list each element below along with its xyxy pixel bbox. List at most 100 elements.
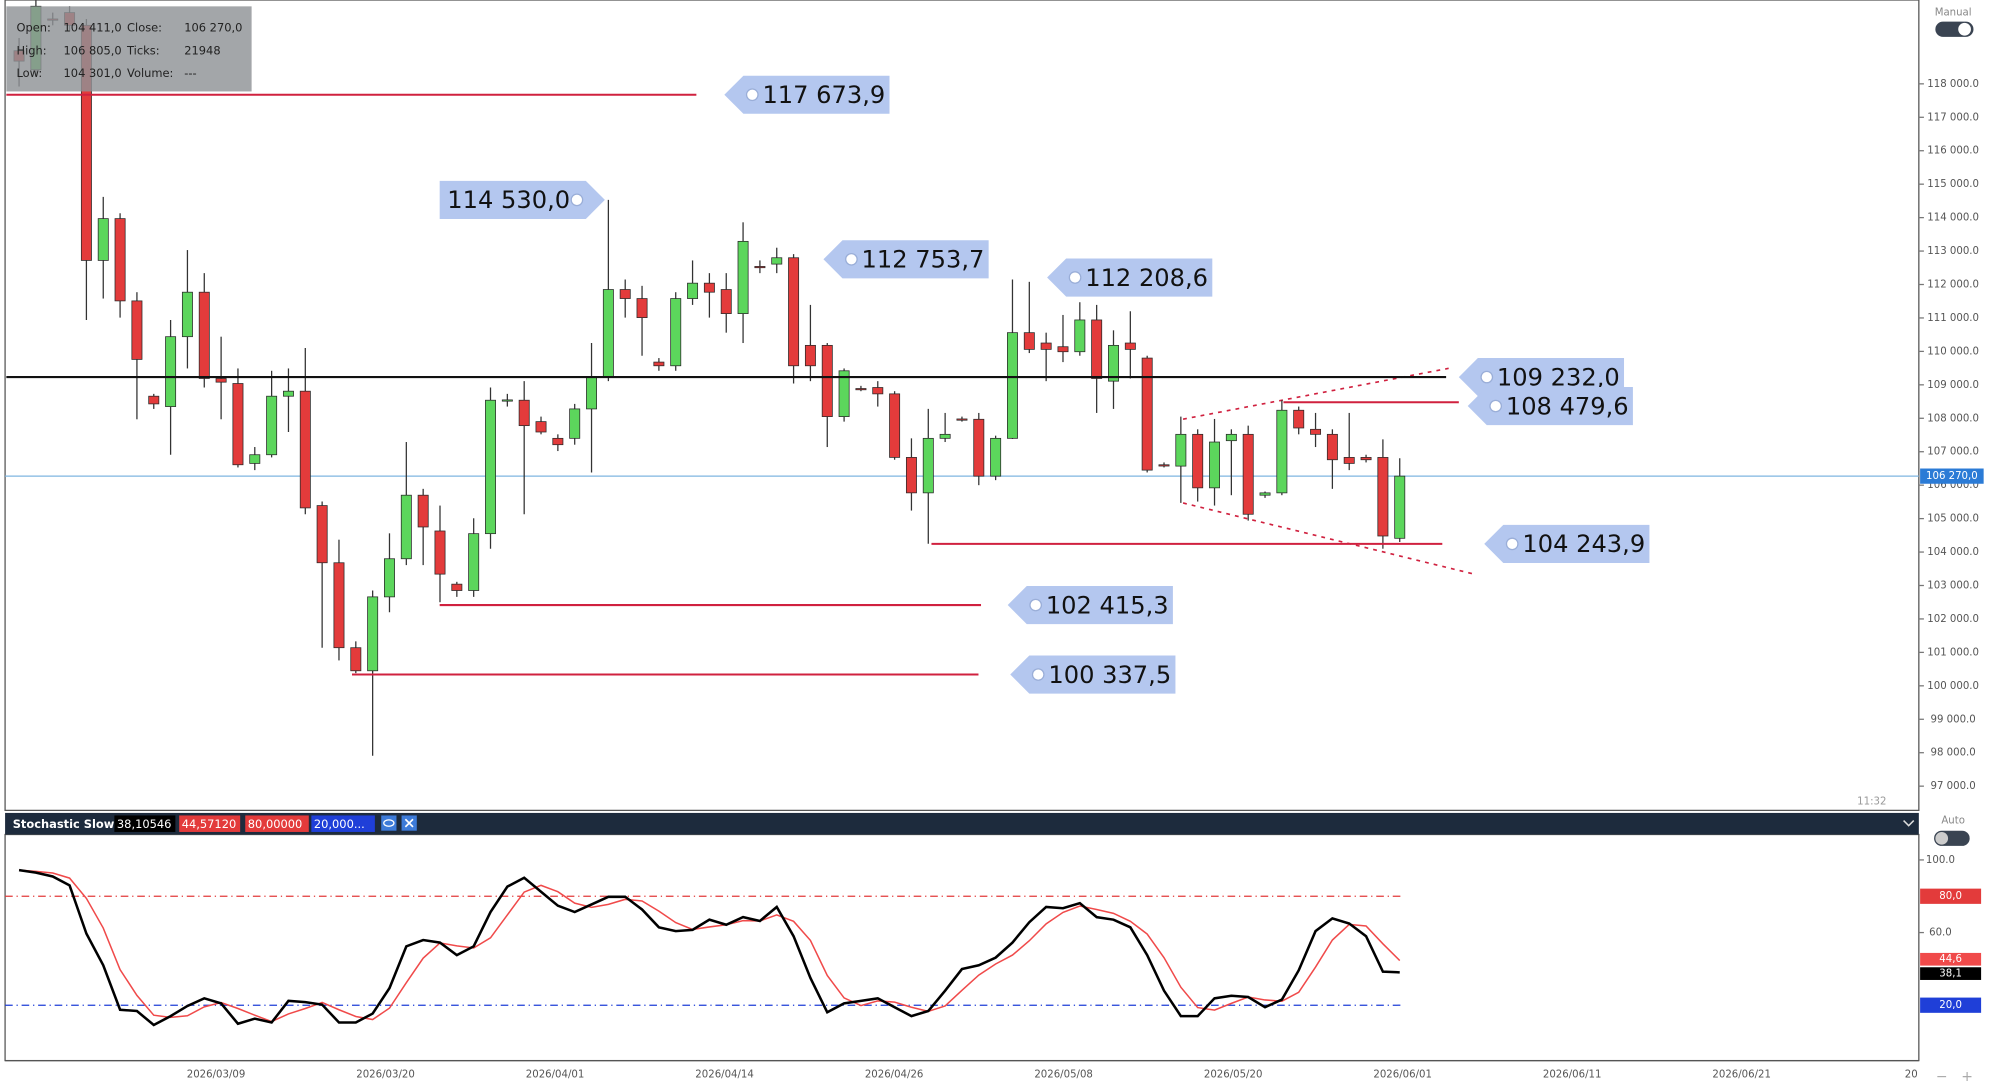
- level-callout[interactable]: [1047, 258, 1213, 297]
- candle-body: [754, 266, 766, 269]
- zoom-control[interactable]: −: [1936, 1069, 1948, 1085]
- x-tick-label: 2026/03/20: [356, 1070, 415, 1081]
- x-tick-label: 2026/05/08: [1034, 1070, 1093, 1081]
- candle-body: [653, 361, 665, 367]
- y-tick-label: 99 000.0: [1931, 714, 1976, 725]
- level-callout[interactable]: [1467, 386, 1633, 426]
- candle-body: [350, 647, 362, 672]
- callout-label: 100 337,5: [1048, 661, 1171, 689]
- price-badge-label: 106 270,0: [1926, 471, 1978, 482]
- callout-dot: [1029, 598, 1043, 612]
- header-value: 38,10546: [117, 817, 172, 831]
- y-tick-label: 116 000.0: [1927, 146, 1979, 157]
- level-callout[interactable]: [1010, 655, 1176, 694]
- callout-dot: [570, 193, 584, 207]
- level-callout[interactable]: [1458, 358, 1625, 397]
- x-tick-label: 2026/04/14: [695, 1070, 754, 1081]
- tooltip-name: Close:: [127, 20, 162, 34]
- collapse-arrow[interactable]: [1903, 819, 1915, 827]
- trend-line: [1182, 502, 1475, 575]
- header-value-box: [179, 815, 241, 832]
- value-badge: [1920, 967, 1982, 980]
- tooltip-value: 104 301,0: [64, 66, 122, 80]
- candle-body: [1326, 433, 1338, 461]
- callout-label: 109 232,0: [1497, 363, 1620, 391]
- y-tick-label: 114 000.0: [1927, 213, 1979, 224]
- candle-body: [165, 336, 177, 407]
- y-tick-label: 110 000.0: [1927, 346, 1979, 357]
- candle-body: [1040, 342, 1052, 350]
- toggle-knob: [1958, 22, 1971, 36]
- candle-body: [636, 298, 648, 318]
- y-tick-label: 104 000.0: [1927, 547, 1979, 558]
- candle-body: [468, 533, 480, 591]
- toggle-knob: [1935, 831, 1949, 845]
- tooltip-value: 21948: [184, 43, 220, 57]
- candle-body: [181, 291, 193, 338]
- candle-body: [1259, 492, 1271, 496]
- tooltip-box: [6, 6, 252, 92]
- candle-body: [282, 390, 294, 397]
- y-tick-label: 100 000.0: [1927, 681, 1979, 692]
- candle-body: [687, 282, 699, 299]
- candle-body: [1360, 457, 1372, 461]
- candle-body: [804, 344, 816, 367]
- header-value: 20,000...: [314, 817, 365, 831]
- callout-label: 114 530,0: [447, 186, 570, 214]
- y-tick-label: 98 000.0: [1931, 748, 1976, 759]
- candle-body: [1225, 433, 1237, 442]
- indicator-title: Stochastic Slow: [13, 817, 115, 831]
- tooltip-name: Ticks:: [126, 43, 160, 57]
- header-value-box: [245, 815, 309, 832]
- candle-body: [501, 399, 513, 402]
- y-tick-label: 106 000.0: [1927, 480, 1979, 491]
- candle-body: [1023, 332, 1035, 350]
- candle-body: [1007, 332, 1018, 439]
- callout-label: 102 415,3: [1046, 591, 1169, 619]
- y-tick-label: 108 000.0: [1927, 413, 1979, 424]
- value-badge: [1920, 952, 1982, 966]
- tooltip-value: ---: [184, 66, 196, 80]
- callout-label: 117 673,9: [762, 81, 885, 109]
- y-tick-label: 112 000.0: [1927, 280, 1979, 291]
- callout-dot: [1505, 537, 1519, 551]
- header-value-box: [311, 815, 375, 832]
- header-value-box: [114, 815, 176, 832]
- candle-body: [552, 437, 564, 446]
- candle-body: [249, 454, 261, 464]
- candle-body: [956, 418, 968, 421]
- level-callout[interactable]: [439, 180, 605, 219]
- y-tick-label: 109 000.0: [1927, 380, 1979, 391]
- candles: [13, 0, 1406, 756]
- level-callout[interactable]: [724, 75, 890, 114]
- candle-body: [232, 383, 244, 466]
- header-value: 80,00000: [248, 817, 303, 831]
- time-label: 11:32: [1857, 796, 1886, 807]
- callout-dot: [745, 88, 759, 102]
- level-callout[interactable]: [823, 240, 989, 279]
- close-icon: [404, 818, 414, 828]
- candle-body: [148, 395, 160, 405]
- callout-label: 112 208,6: [1085, 264, 1208, 292]
- y-tick-label: 113 000.0: [1927, 246, 1979, 257]
- callout-label: 112 753,7: [862, 246, 985, 274]
- level-badge-label: 80,0: [1939, 891, 1962, 902]
- level-badge: [1920, 888, 1982, 904]
- zoom-control[interactable]: +: [1961, 1069, 1973, 1085]
- candle-body: [316, 505, 328, 564]
- eye-button[interactable]: [381, 815, 397, 831]
- candle-body: [788, 257, 800, 367]
- candle-body: [367, 596, 379, 672]
- candle-body: [1057, 346, 1069, 353]
- level-callout[interactable]: [1007, 585, 1173, 625]
- candle-body: [771, 257, 783, 265]
- tooltip-value: 104 411,0: [64, 20, 122, 34]
- candle-body: [1192, 433, 1204, 489]
- level-callout[interactable]: [1484, 524, 1650, 563]
- callout-dot: [845, 252, 858, 266]
- candle-body: [939, 433, 951, 439]
- x-tick-label: 2026/06/01: [1373, 1070, 1432, 1081]
- x-tick-label: 2026/05/20: [1204, 1070, 1263, 1081]
